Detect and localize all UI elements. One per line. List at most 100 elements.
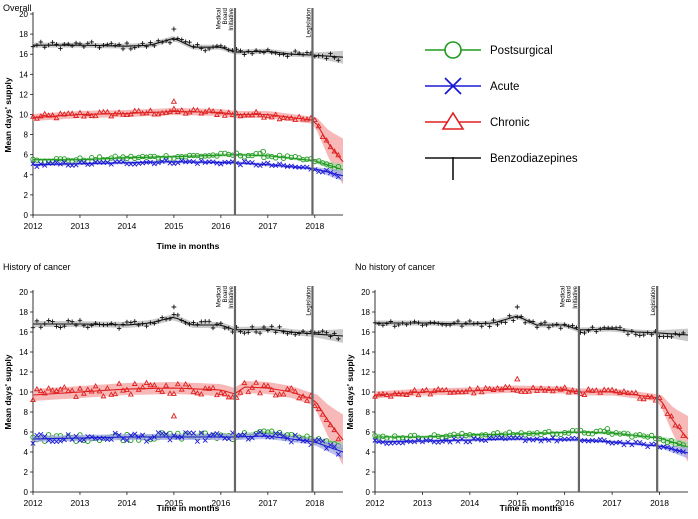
data-point <box>455 433 461 439</box>
data-point <box>77 155 83 161</box>
data-point <box>187 322 192 327</box>
data-point <box>562 322 567 327</box>
acute-trend-line <box>32 435 344 453</box>
data-point <box>175 312 181 318</box>
data-point <box>471 321 477 326</box>
data-point <box>53 159 60 165</box>
data-point <box>649 441 655 447</box>
data-point <box>237 432 243 438</box>
data-point <box>136 43 141 49</box>
data-point <box>225 393 232 400</box>
data-point <box>171 37 177 42</box>
data-point <box>226 47 231 53</box>
data-point <box>218 43 224 49</box>
benzo-trend-line <box>33 37 344 58</box>
data-point <box>581 391 588 398</box>
data-point <box>163 382 170 388</box>
data-point <box>331 148 338 154</box>
data-point <box>257 162 263 169</box>
data-point <box>285 54 290 59</box>
data-point <box>144 323 149 329</box>
data-point <box>120 436 126 442</box>
data-point <box>507 313 512 318</box>
y-tick-label: 16 <box>19 50 28 59</box>
series-benzo <box>372 304 689 342</box>
data-point <box>419 387 426 394</box>
data-point <box>538 431 544 438</box>
data-point <box>214 160 220 166</box>
x-tick-label: 2014 <box>460 498 479 508</box>
data-point <box>498 386 505 392</box>
benzo-confidence-band <box>33 314 343 343</box>
data-point <box>159 158 165 165</box>
data-point <box>206 433 212 439</box>
data-point <box>296 113 303 119</box>
data-point <box>140 160 146 166</box>
data-point <box>416 320 421 325</box>
data-point <box>486 385 493 391</box>
data-point <box>116 159 122 165</box>
data-point <box>439 386 446 393</box>
data-point-outlier <box>514 375 521 382</box>
x-tick-label: 2014 <box>117 221 136 231</box>
data-point <box>412 319 417 324</box>
benzo-points <box>30 26 341 63</box>
data-point <box>605 386 612 393</box>
data-point <box>296 436 302 442</box>
data-point <box>57 110 64 116</box>
legend-label: Postsurgical <box>490 45 553 57</box>
y-tick-label: 2 <box>24 468 29 477</box>
data-point <box>206 159 212 165</box>
y-tick-label: 6 <box>24 428 29 437</box>
y-tick-label: 10 <box>19 111 28 120</box>
data-point <box>459 323 465 329</box>
data-point <box>510 435 516 441</box>
data-point <box>167 316 173 321</box>
data-point <box>156 319 161 324</box>
data-point <box>30 325 36 330</box>
data-point <box>471 435 477 441</box>
data-point <box>218 321 224 326</box>
data-point <box>147 381 154 388</box>
chronic-confidence-band <box>33 381 343 466</box>
data-point <box>336 58 341 63</box>
data-point <box>519 314 524 319</box>
data-point <box>97 322 102 327</box>
data-point <box>41 390 48 396</box>
data-point <box>565 430 572 436</box>
legend-item-acute: Acute <box>425 77 519 95</box>
x-tick-label: 2016 <box>555 498 574 508</box>
data-point <box>526 436 532 442</box>
data-point <box>92 382 99 389</box>
data-point <box>538 385 544 391</box>
data-point <box>661 334 666 339</box>
data-point <box>147 107 154 113</box>
data-point <box>30 440 36 446</box>
data-point <box>179 158 185 164</box>
data-point <box>80 390 87 396</box>
data-point <box>202 153 208 159</box>
data-point <box>459 436 465 442</box>
data-point <box>123 111 130 118</box>
data-point <box>590 325 595 330</box>
data-point <box>65 387 72 394</box>
data-point <box>135 107 142 113</box>
data-point <box>273 155 279 161</box>
data-point <box>46 318 51 323</box>
data-point <box>261 324 267 330</box>
data-point <box>269 50 274 55</box>
legend-label: Acute <box>490 81 519 93</box>
data-point <box>229 111 236 117</box>
data-point <box>246 330 251 335</box>
data-point <box>139 110 146 116</box>
data-point <box>238 48 243 53</box>
data-point <box>124 319 130 325</box>
data-point <box>602 325 607 330</box>
data-point <box>408 439 414 445</box>
data-point <box>542 320 548 325</box>
data-point <box>249 324 255 330</box>
data-point <box>424 322 429 328</box>
data-point-outlier <box>260 148 267 155</box>
x-tick-label: 2017 <box>603 498 622 508</box>
data-point <box>396 322 401 328</box>
